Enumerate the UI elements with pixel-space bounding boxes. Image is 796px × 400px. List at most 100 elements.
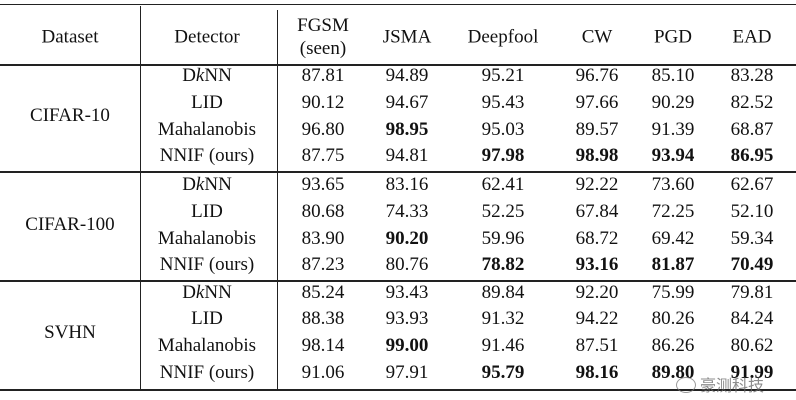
table-cell: 59.96 xyxy=(481,228,525,249)
table-cell: 91.99 xyxy=(730,362,774,383)
table-cell: 97.91 xyxy=(385,362,429,383)
table-cell: 90.12 xyxy=(301,92,345,113)
column-divider xyxy=(140,6,141,389)
table-cell: 62.67 xyxy=(730,174,774,195)
table-cell: 97.98 xyxy=(481,145,525,166)
table-cell: 91.06 xyxy=(301,362,345,383)
table-cell: 95.03 xyxy=(481,119,525,140)
table-cell: 99.00 xyxy=(385,335,429,356)
detector-name: NNIF (ours) xyxy=(159,254,255,275)
table-cell: 88.38 xyxy=(301,308,345,329)
detector-name: Mahalanobis xyxy=(157,335,257,356)
table-rule xyxy=(0,280,796,282)
column-header: Dataset xyxy=(41,26,99,48)
column-header: EAD xyxy=(732,26,772,48)
column-header: PGD xyxy=(653,26,693,48)
table-cell: 59.34 xyxy=(730,228,774,249)
detector-name: DkNN xyxy=(182,282,232,303)
table-cell: 78.82 xyxy=(481,254,525,275)
table-cell: 93.94 xyxy=(651,145,695,166)
detector-name: NNIF (ours) xyxy=(159,145,255,166)
table-cell: 86.26 xyxy=(651,335,695,356)
table-cell: 87.75 xyxy=(301,145,345,166)
table-cell: 97.66 xyxy=(575,92,619,113)
table-cell: 80.62 xyxy=(730,335,774,356)
table-cell: 83.16 xyxy=(385,174,429,195)
table-rule xyxy=(0,4,796,5)
table-cell: 80.26 xyxy=(651,308,695,329)
watermark: 豪测科技 xyxy=(676,372,764,396)
table-cell: 98.14 xyxy=(301,335,345,356)
column-header: JSMA xyxy=(382,26,432,48)
table-cell: 92.20 xyxy=(575,282,619,303)
table-cell: 73.60 xyxy=(651,174,695,195)
table-cell: 93.65 xyxy=(301,174,345,195)
table-cell: 85.10 xyxy=(651,65,695,86)
table-cell: 69.42 xyxy=(651,228,695,249)
table-cell: 98.95 xyxy=(385,119,429,140)
table-cell: 75.99 xyxy=(651,282,695,303)
table-cell: 96.76 xyxy=(575,65,619,86)
table-cell: 87.81 xyxy=(301,65,345,86)
table-cell: 90.20 xyxy=(385,228,429,249)
table-cell: 93.93 xyxy=(385,308,429,329)
table-cell: 98.16 xyxy=(575,362,619,383)
table-cell: 95.79 xyxy=(481,362,525,383)
table-cell: 91.39 xyxy=(651,119,695,140)
dataset-name: SVHN xyxy=(44,322,96,343)
table-cell: 83.90 xyxy=(301,228,345,249)
detector-name: DkNN xyxy=(182,174,232,195)
column-header: Detector xyxy=(174,26,240,48)
table-cell: 86.95 xyxy=(730,145,774,166)
table-cell: 92.22 xyxy=(575,174,619,195)
table-rule xyxy=(0,64,796,66)
table-cell: 80.76 xyxy=(385,254,429,275)
table-cell: 67.84 xyxy=(575,201,619,222)
detector-name: NNIF (ours) xyxy=(159,362,255,383)
table-cell: 68.72 xyxy=(575,228,619,249)
dataset-name: CIFAR-100 xyxy=(25,214,115,235)
table-cell: 93.16 xyxy=(575,254,619,275)
column-header: Deepfool xyxy=(467,26,539,48)
table-cell: 93.43 xyxy=(385,282,429,303)
table-cell: 87.51 xyxy=(575,335,619,356)
table-cell: 98.98 xyxy=(575,145,619,166)
table-cell: 89.57 xyxy=(575,119,619,140)
table-cell: 94.81 xyxy=(385,145,429,166)
table-cell: 68.87 xyxy=(730,119,774,140)
table-cell: 94.89 xyxy=(385,65,429,86)
table-cell: 62.41 xyxy=(481,174,525,195)
table-cell: 82.52 xyxy=(730,92,774,113)
table-cell: 95.43 xyxy=(481,92,525,113)
detector-name: Mahalanobis xyxy=(157,119,257,140)
table-rule xyxy=(0,171,796,173)
table-cell: 89.84 xyxy=(481,282,525,303)
detector-name: LID xyxy=(191,201,223,222)
table-cell: 87.23 xyxy=(301,254,345,275)
table-cell: 85.24 xyxy=(301,282,345,303)
table-cell: 94.22 xyxy=(575,308,619,329)
table-cell: 91.32 xyxy=(481,308,525,329)
table-cell: 72.25 xyxy=(651,201,695,222)
table-cell: 96.80 xyxy=(301,119,345,140)
detector-name: LID xyxy=(191,92,223,113)
wechat-icon xyxy=(676,377,696,393)
table-cell: 81.87 xyxy=(651,254,695,275)
table-cell: 80.68 xyxy=(301,201,345,222)
table-cell: 91.46 xyxy=(481,335,525,356)
table-cell: 94.67 xyxy=(385,92,429,113)
table-cell: 74.33 xyxy=(385,201,429,222)
table-cell: 95.21 xyxy=(481,65,525,86)
watermark-text: 豪测科技 xyxy=(700,376,765,395)
table-cell: 70.49 xyxy=(730,254,774,275)
dataset-name: CIFAR-10 xyxy=(30,105,110,126)
detector-name: LID xyxy=(191,308,223,329)
table-cell: 79.81 xyxy=(730,282,774,303)
table-cell: 52.25 xyxy=(481,201,525,222)
column-header: FGSM (seen) xyxy=(297,15,349,59)
detector-name: DkNN xyxy=(182,65,232,86)
table-cell: 52.10 xyxy=(730,201,774,222)
table-rule xyxy=(0,389,796,391)
table-cell: 83.28 xyxy=(730,65,774,86)
